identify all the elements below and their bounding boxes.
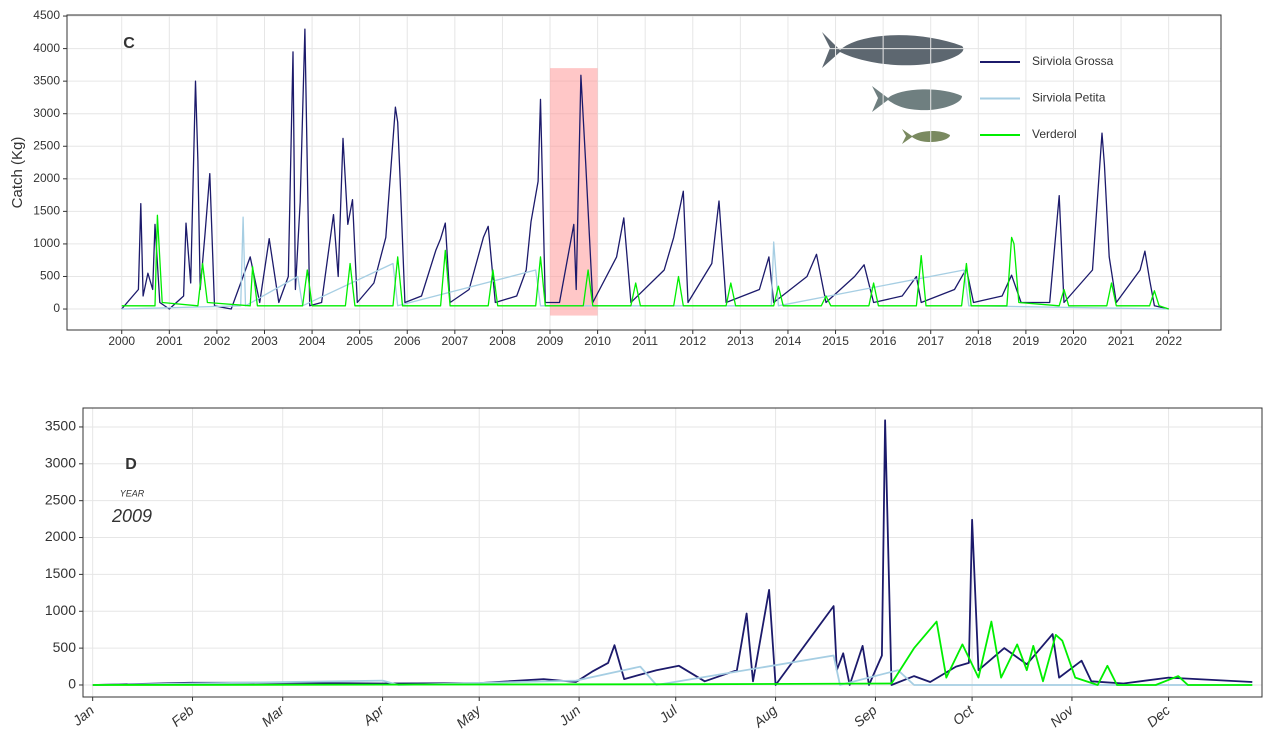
x-tick-label: 2021 xyxy=(1108,334,1135,348)
y-tick-label: 500 xyxy=(53,639,77,655)
fish-medium xyxy=(872,86,962,112)
x-tick-label: 2009 xyxy=(537,334,564,348)
x-tick-label: 2014 xyxy=(775,334,802,348)
highlight-region xyxy=(550,68,598,316)
y-tick-label: 4000 xyxy=(33,41,60,55)
y-tick-label: 1500 xyxy=(45,565,76,581)
x-tick-label: 2004 xyxy=(299,334,326,348)
legend-label: Verderol xyxy=(1032,127,1077,141)
y-tick-label: 1500 xyxy=(33,204,60,218)
y-tick-label: 2000 xyxy=(45,528,76,544)
plot-frame xyxy=(66,14,1222,331)
x-tick-label: 2005 xyxy=(346,334,373,348)
x-tick-label: 2018 xyxy=(965,334,992,348)
y-tick-label: 0 xyxy=(53,301,60,315)
x-tick-label: 2017 xyxy=(917,334,944,348)
y-tick-label: 0 xyxy=(68,676,76,692)
x-tick-label: 2015 xyxy=(822,334,849,348)
legend-label: Sirviola Grossa xyxy=(1032,54,1114,68)
series-line xyxy=(121,214,1169,310)
x-tick-label: 2019 xyxy=(1013,334,1040,348)
y-tick-label: 3000 xyxy=(33,106,60,120)
y-tick-label: 1000 xyxy=(33,236,60,250)
x-tick-label: 2001 xyxy=(156,334,183,348)
plot-frame xyxy=(82,407,1263,698)
y-tick-label: 500 xyxy=(40,269,60,283)
series-line xyxy=(92,419,1253,686)
y-tick-label: 2500 xyxy=(33,138,60,152)
x-tick-label: 2006 xyxy=(394,334,421,348)
year-value: 2009 xyxy=(111,506,152,526)
y-tick-label: 2500 xyxy=(45,491,76,507)
fish-icons xyxy=(822,32,964,144)
y-tick-label: 3000 xyxy=(45,455,76,471)
panel-label: D xyxy=(125,456,137,473)
fish-small xyxy=(902,129,950,144)
series-line xyxy=(92,620,1253,686)
x-tick-label: 2000 xyxy=(108,334,135,348)
y-tick-label: 3500 xyxy=(45,418,76,434)
x-tick-label: 2020 xyxy=(1060,334,1087,348)
series-line xyxy=(121,216,1169,310)
year-caption: YEAR xyxy=(120,488,145,498)
fish-large xyxy=(822,32,964,68)
y-axis-title: Catch (Kg) xyxy=(9,137,26,209)
panel-label: C xyxy=(123,35,135,52)
x-tick-label: 2002 xyxy=(204,334,231,348)
x-tick-label: 2012 xyxy=(679,334,706,348)
x-tick-label: 2008 xyxy=(489,334,516,348)
x-tick-label: 2003 xyxy=(251,334,278,348)
legend-label: Sirviola Petita xyxy=(1032,91,1106,105)
x-tick-label: 2011 xyxy=(632,334,658,348)
x-tick-label: 2010 xyxy=(584,334,611,348)
x-tick-label: 2016 xyxy=(870,334,897,348)
y-tick-label: 1000 xyxy=(45,602,76,618)
x-tick-label: 2022 xyxy=(1155,334,1182,348)
x-tick-label: 2013 xyxy=(727,334,754,348)
y-tick-label: 4500 xyxy=(33,8,60,22)
y-tick-label: 3500 xyxy=(33,73,60,87)
x-tick-label: 2007 xyxy=(441,334,468,348)
y-tick-label: 2000 xyxy=(33,171,60,185)
